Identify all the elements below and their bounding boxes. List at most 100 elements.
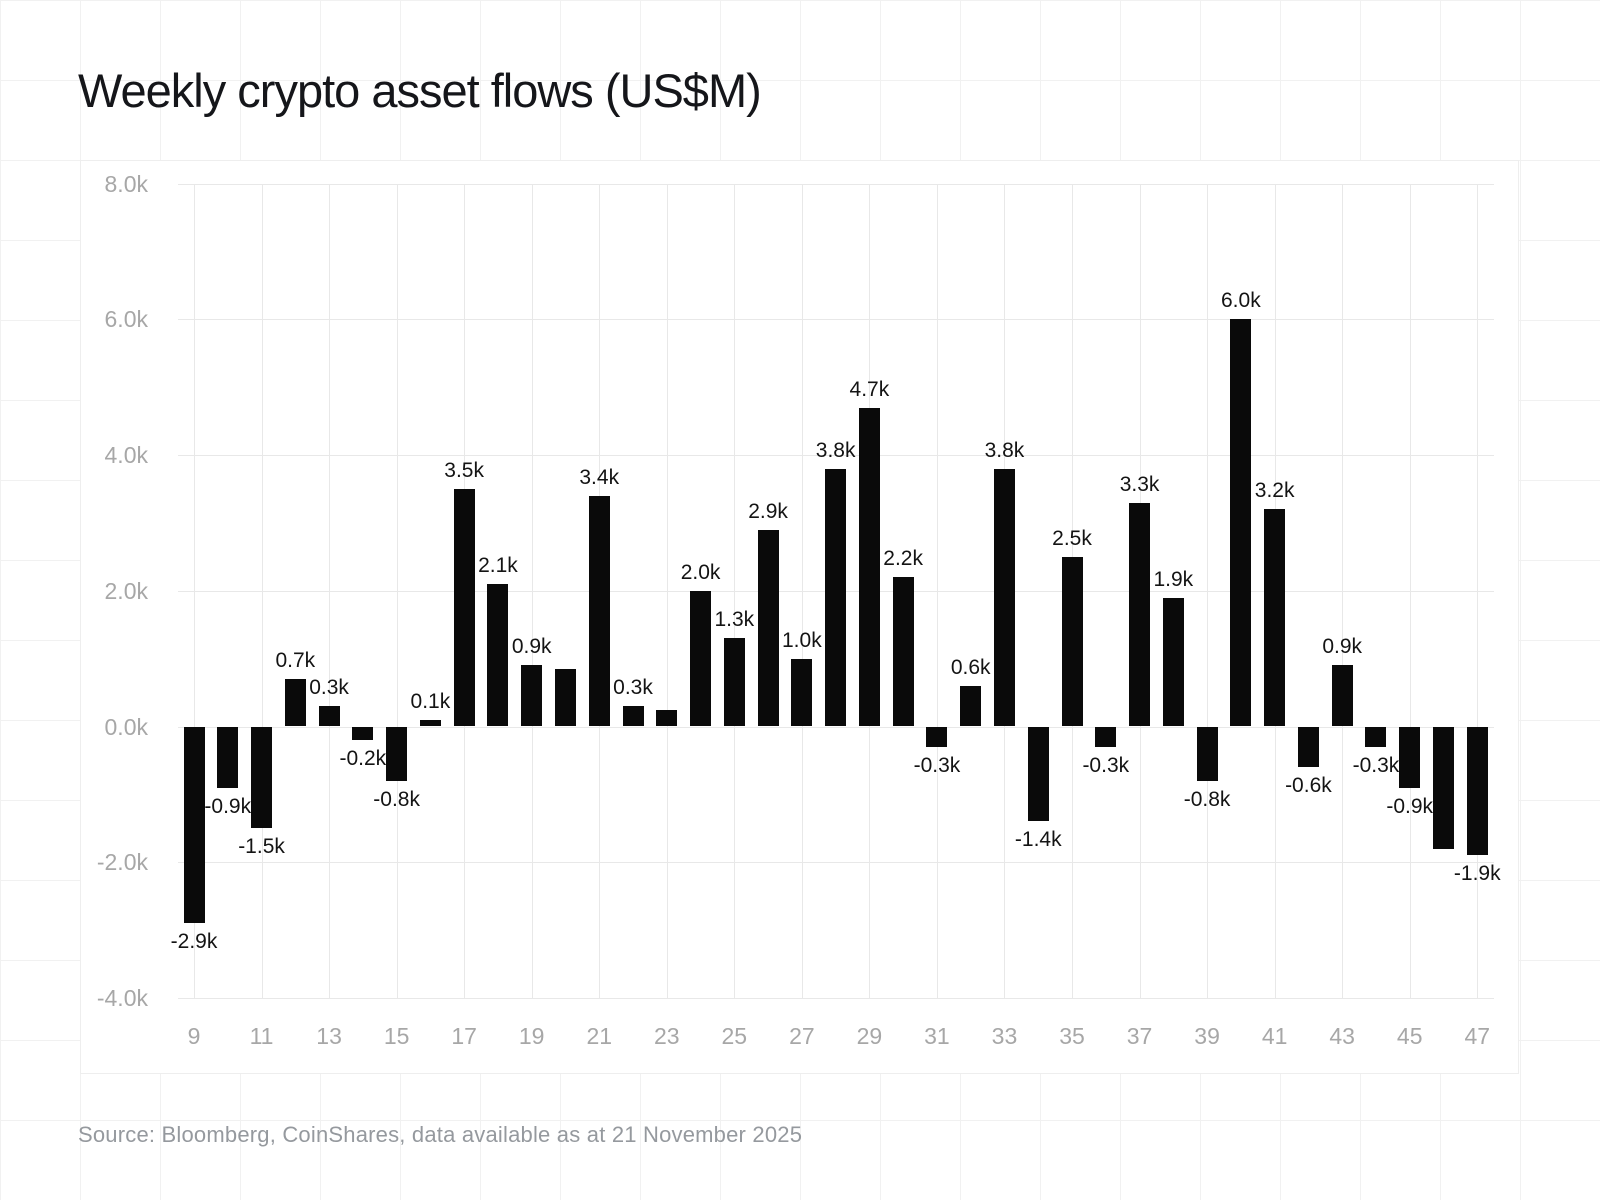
chart-title: Weekly crypto asset flows (US$M) xyxy=(78,64,762,117)
bar-week-15 xyxy=(386,726,408,781)
gridline-horizontal xyxy=(178,455,1494,457)
y-tick-label: 2.0k xyxy=(104,577,148,604)
bar-label-week-42: -0.6k xyxy=(1285,774,1332,798)
x-tick-label: 19 xyxy=(518,1023,545,1049)
bar-label-week-38: 1.9k xyxy=(1153,567,1194,591)
bar-week-31 xyxy=(926,726,948,747)
x-tick-label: 33 xyxy=(991,1023,1018,1049)
bar-week-35 xyxy=(1061,556,1083,727)
bar-label-week-33: 3.8k xyxy=(984,438,1025,462)
bar-week-24 xyxy=(690,590,712,727)
gridline-vertical xyxy=(396,183,398,998)
bar-week-44 xyxy=(1365,726,1387,747)
x-tick-label: 25 xyxy=(721,1023,748,1049)
bar-label-week-18: 2.1k xyxy=(478,554,518,577)
bar-label-week-15: -0.8k xyxy=(373,787,420,811)
bar-week-43 xyxy=(1331,665,1353,727)
bar-week-32 xyxy=(960,685,982,727)
x-tick-label: 41 xyxy=(1261,1023,1288,1049)
bar-label-week-30: 2.2k xyxy=(883,547,923,571)
bar-label-week-16: 0.1k xyxy=(410,689,451,713)
bar-label-week-26: 2.9k xyxy=(748,499,788,523)
gridline-horizontal xyxy=(178,862,1494,864)
bar-label-week-32: 0.6k xyxy=(950,655,991,679)
gridline-vertical xyxy=(194,183,195,998)
bar-label-week-40: 6.0k xyxy=(1221,289,1261,313)
y-tick-label: 0.0k xyxy=(104,713,148,740)
x-tick-label: 27 xyxy=(789,1023,815,1049)
bar-week-47 xyxy=(1466,726,1488,856)
bar-week-29 xyxy=(858,407,880,727)
x-tick-label: 9 xyxy=(187,1023,201,1049)
bar-week-22 xyxy=(622,706,644,727)
bar-label-week-12: 0.7k xyxy=(275,649,316,672)
bar-label-week-41: 3.2k xyxy=(1254,479,1295,503)
gridline-vertical xyxy=(936,183,938,998)
gridline-horizontal xyxy=(178,183,1494,185)
bar-label-week-21: 3.4k xyxy=(579,465,620,489)
bar-label-week-43: 0.9k xyxy=(1322,635,1363,659)
bar-label-week-39: -0.8k xyxy=(1183,787,1231,811)
bar-label-week-44: -0.3k xyxy=(1352,753,1400,777)
gridline-vertical xyxy=(261,183,263,998)
bar-week-33 xyxy=(993,468,1015,727)
bar-week-20 xyxy=(554,668,576,727)
bar-week-34 xyxy=(1027,726,1049,822)
x-tick-label: 17 xyxy=(451,1023,477,1049)
bar-week-45 xyxy=(1399,726,1421,788)
bar-week-30 xyxy=(892,577,914,727)
y-tick-label: -2.0k xyxy=(96,849,148,876)
x-tick-label: 31 xyxy=(924,1023,950,1049)
bar-week-27 xyxy=(791,658,813,727)
bar-week-38 xyxy=(1162,597,1184,727)
y-tick-label: 4.0k xyxy=(104,442,148,469)
bar-label-week-9: -2.9k xyxy=(170,930,218,954)
bar-week-26 xyxy=(757,529,779,727)
bar-label-week-17: 3.5k xyxy=(444,459,484,482)
gridline-vertical xyxy=(1409,183,1411,998)
x-tick-label: 39 xyxy=(1194,1023,1220,1049)
bar-week-17 xyxy=(453,489,475,727)
gridline-vertical xyxy=(1477,183,1479,998)
gridline-horizontal xyxy=(178,319,1494,321)
bar-week-12 xyxy=(284,679,306,727)
gridline-vertical xyxy=(734,183,736,998)
x-tick-label: 37 xyxy=(1126,1023,1153,1049)
bar-week-11 xyxy=(251,726,273,829)
bar-week-19 xyxy=(521,665,543,727)
source-note: Source: Bloomberg, CoinShares, data avai… xyxy=(78,1122,803,1147)
x-tick-label: 23 xyxy=(653,1023,680,1049)
bar-week-18 xyxy=(487,584,509,727)
bar-week-25 xyxy=(723,638,745,727)
bar-week-37 xyxy=(1129,502,1151,727)
bar-week-9 xyxy=(183,726,205,924)
bar-label-week-37: 3.3k xyxy=(1119,472,1160,496)
bar-week-41 xyxy=(1264,509,1286,727)
bar-week-42 xyxy=(1297,726,1319,768)
x-tick-label: 13 xyxy=(316,1023,342,1049)
bar-label-week-34: -1.4k xyxy=(1014,828,1062,852)
bar-label-week-35: 2.5k xyxy=(1052,526,1092,550)
bar-label-week-24: 2.0k xyxy=(680,560,721,584)
gridline-vertical xyxy=(1207,183,1209,998)
bar-week-39 xyxy=(1196,726,1218,781)
x-tick-label: 11 xyxy=(249,1023,274,1049)
bar-label-week-47: -1.9k xyxy=(1453,862,1501,886)
bar-week-13 xyxy=(318,706,340,727)
x-tick-label: 21 xyxy=(586,1023,613,1049)
bar-label-week-14: -0.2k xyxy=(339,747,387,771)
bar-week-14 xyxy=(352,726,374,741)
x-tick-label: 43 xyxy=(1329,1023,1355,1049)
gridline-vertical xyxy=(666,183,668,998)
x-tick-label: 15 xyxy=(383,1023,410,1049)
y-tick-label: 8.0k xyxy=(104,170,148,197)
bar-label-week-10: -0.9k xyxy=(204,794,252,818)
gridline-vertical xyxy=(1342,183,1344,998)
bar-week-36 xyxy=(1095,726,1117,747)
bar-week-10 xyxy=(217,726,239,788)
bar-label-week-36: -0.3k xyxy=(1082,753,1130,777)
gridline-vertical xyxy=(531,183,533,998)
bar-label-week-29: 4.7k xyxy=(849,377,890,401)
bar-label-week-45: -0.9k xyxy=(1386,794,1434,818)
